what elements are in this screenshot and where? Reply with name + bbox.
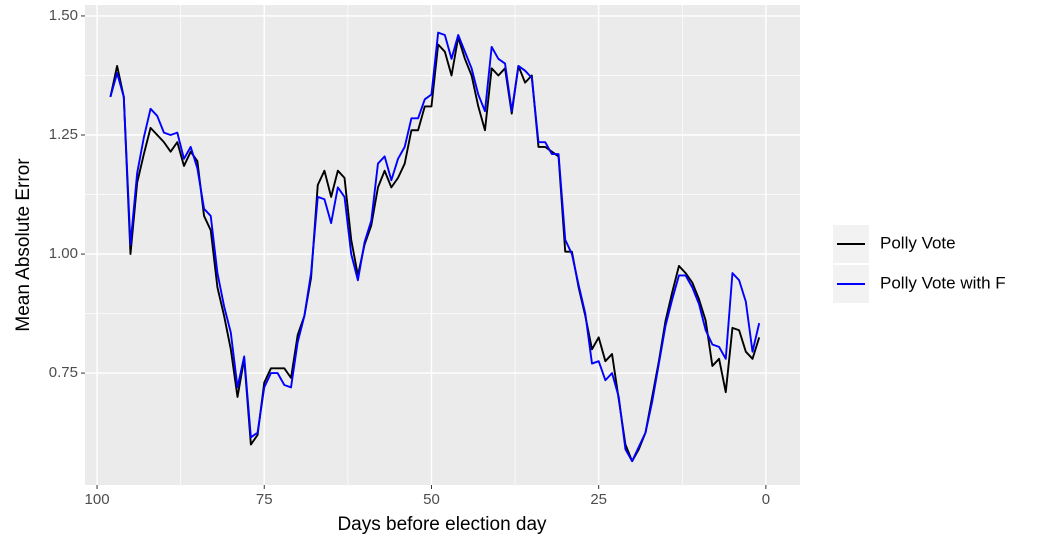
panel (85, 5, 800, 485)
x-tick-label: 0 (762, 491, 770, 508)
y-tick-label: 1.00 (49, 245, 78, 262)
y-tick-label: 1.50 (49, 7, 78, 24)
x-tick-label: 100 (85, 491, 110, 508)
x-tick-label: 75 (256, 491, 273, 508)
legend-label: Polly Vote (880, 233, 956, 252)
x-tick-label: 50 (423, 491, 440, 508)
y-tick-label: 1.25 (49, 126, 78, 143)
x-axis-title: Days before election day (337, 514, 547, 535)
y-tick-label: 0.75 (49, 364, 78, 381)
legend-label: Polly Vote with F (880, 273, 1006, 292)
line-series (109, 31, 761, 463)
y-axis-title: Mean Absolute Error (13, 158, 34, 332)
x-tick-label: 25 (590, 491, 607, 508)
